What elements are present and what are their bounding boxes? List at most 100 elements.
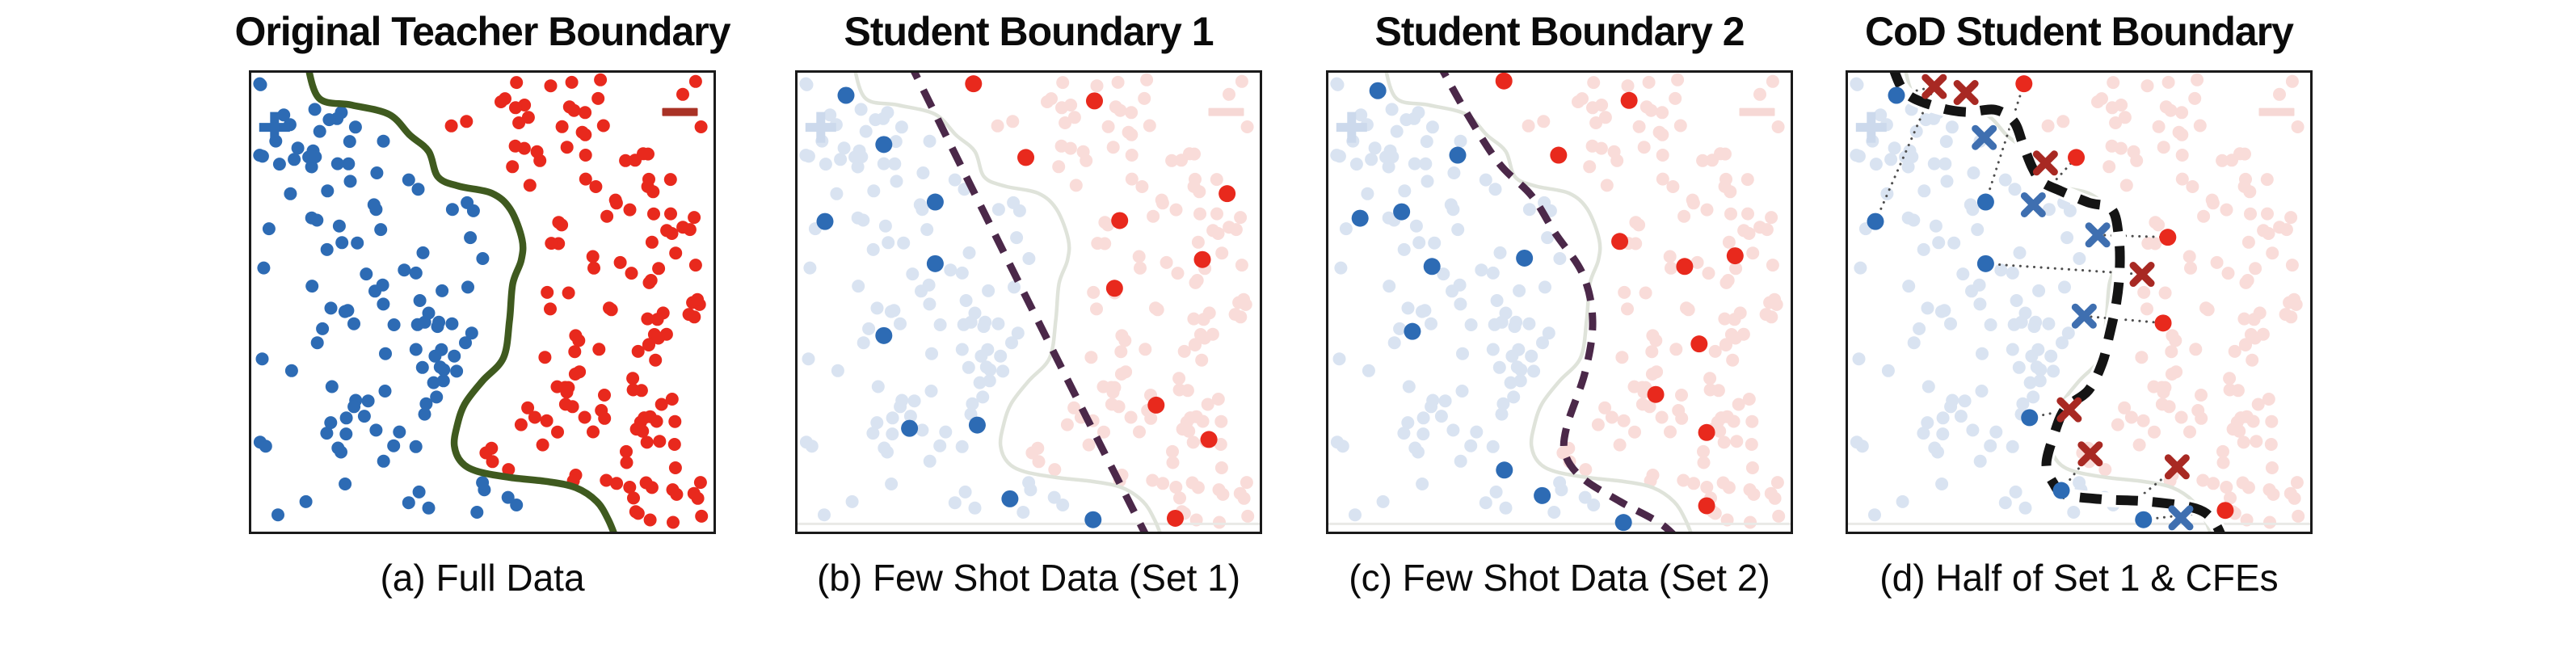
fewshot-positive-dot <box>1084 511 1102 528</box>
negative-dot <box>523 179 537 192</box>
negative-dot <box>569 329 583 343</box>
negative-dot <box>1223 87 1235 101</box>
negative-dot <box>1729 262 1743 276</box>
negative-dot <box>586 250 600 263</box>
positive-dot <box>2061 326 2075 340</box>
negative-dot <box>521 401 535 414</box>
negative-dot <box>652 262 666 276</box>
positive-dot <box>2033 374 2047 388</box>
positive-dot <box>823 108 837 122</box>
fewshot-positive-dot <box>1423 258 1441 276</box>
negative-dot <box>695 509 709 523</box>
negative-dot <box>2191 73 2204 86</box>
negative-dot <box>2136 414 2150 427</box>
positive-dot <box>1973 454 1987 468</box>
fewshot-negative-dot <box>1200 431 1218 448</box>
positive-dot <box>476 476 490 490</box>
student2-boundary-dashed <box>1438 70 1678 534</box>
positive-dot <box>1434 410 1448 423</box>
positive-dot <box>1397 427 1411 440</box>
negative-dot <box>555 120 569 133</box>
positive-dot <box>1365 153 1378 166</box>
negative-dot <box>1031 441 1045 455</box>
negative-dot <box>1114 368 1128 381</box>
negative-dot <box>646 185 660 199</box>
positive-dot <box>1007 196 1021 209</box>
positive-dot <box>1489 485 1503 499</box>
negative-dot <box>568 345 582 359</box>
negative-dot <box>2205 193 2219 207</box>
negative-dot <box>2102 160 2116 174</box>
negative-dot <box>645 235 659 249</box>
fewshot-negative-dot <box>2216 502 2234 520</box>
positive-dot <box>510 499 524 511</box>
negative-dot <box>1201 398 1214 411</box>
fewshot-negative-dot <box>1690 335 1708 353</box>
negative-dot <box>1591 418 1605 431</box>
negative-dot <box>1106 141 1120 154</box>
positive-dot <box>347 317 360 330</box>
fewshot-positive-dot <box>926 255 944 272</box>
negative-dot <box>1084 351 1098 364</box>
negative-dot <box>1193 207 1206 221</box>
negative-dot <box>2056 115 2070 128</box>
positive-dot <box>1010 231 1024 245</box>
negative-dot <box>1138 91 1151 105</box>
positive-dot <box>923 134 937 148</box>
positive-dot <box>1869 158 1883 171</box>
negative-dot <box>2161 75 2175 89</box>
negative-legend-minus-icon <box>662 107 698 116</box>
negative-dot <box>2207 477 2220 490</box>
positive-dot <box>962 360 975 374</box>
fewshot-positive-dot <box>875 326 893 344</box>
negative-dot <box>579 172 592 186</box>
negative-dot <box>1677 473 1690 487</box>
negative-dot <box>598 389 611 402</box>
negative-dot <box>631 344 645 358</box>
positive-dot <box>907 394 921 408</box>
positive-dot <box>1919 113 1933 127</box>
positive-dot <box>332 219 346 233</box>
positive-cloud <box>253 77 524 522</box>
positive-dot <box>939 425 953 439</box>
positive-dot <box>1854 261 1867 275</box>
positive-dot <box>1881 364 1895 377</box>
positive-dot <box>422 501 436 515</box>
cod-boundary-dashed <box>1888 70 2226 534</box>
positive-dot <box>1495 407 1509 421</box>
negative-dot <box>1664 425 1677 439</box>
negative-dot <box>620 444 633 458</box>
positive-dot <box>1905 150 1919 164</box>
negative-dot <box>2118 401 2132 414</box>
negative-dot <box>639 476 653 490</box>
negative-dot <box>1160 255 1173 269</box>
positive-dot <box>284 364 298 377</box>
negative-dot <box>1146 473 1160 487</box>
fewshot-negative-dot <box>1698 497 1715 515</box>
faded-negative-cloud <box>1522 73 1786 529</box>
fewshot-positive-dot <box>2021 409 2039 427</box>
positive-dot <box>1888 141 1901 155</box>
negative-dot <box>2041 119 2055 133</box>
positive-dot <box>1415 305 1429 318</box>
positive-dot <box>367 198 381 212</box>
negative-dot <box>1572 95 1585 108</box>
positive-dot <box>819 158 832 171</box>
fewshot-positive-dot <box>1351 209 1369 227</box>
negative-dot <box>506 160 520 174</box>
positive-dot <box>2006 266 2019 280</box>
panel-b-plot <box>795 70 1262 534</box>
positive-dot <box>377 297 390 311</box>
negative-dot <box>2132 438 2146 452</box>
negative-dot <box>1169 481 1183 494</box>
positive-dot <box>866 427 880 440</box>
negative-dot <box>2186 180 2199 193</box>
negative-dot <box>2155 398 2169 411</box>
negative-dot <box>1718 312 1732 326</box>
cfe-negative-x-icon <box>2056 397 2082 423</box>
positive-dot <box>470 506 484 519</box>
positive-dot <box>313 124 326 138</box>
negative-dot <box>640 435 654 449</box>
negative-dot <box>2106 101 2119 115</box>
negative-dot <box>536 438 549 452</box>
